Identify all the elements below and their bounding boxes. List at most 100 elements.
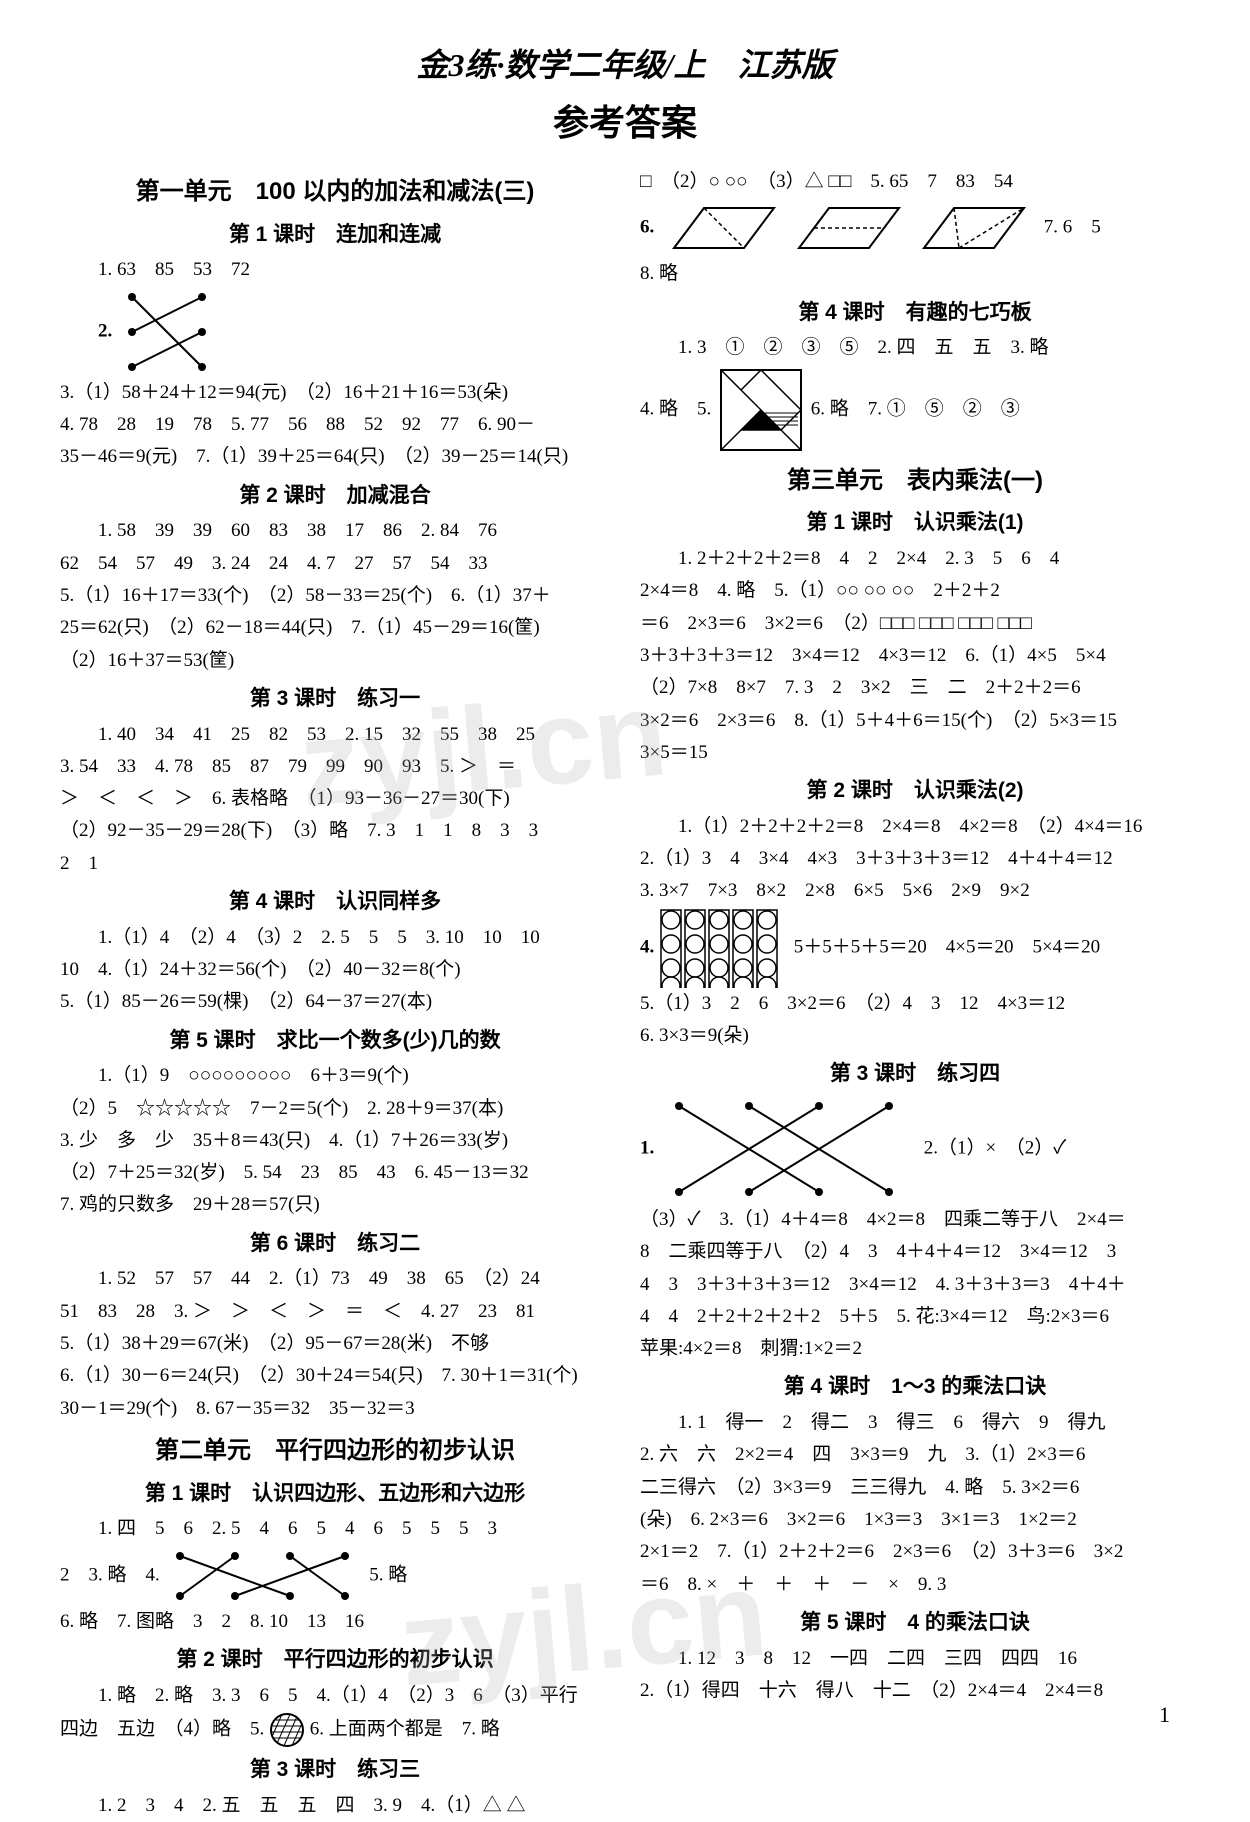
text-line: 5.（1）38＋29＝67(米) （2）95－67＝28(米) 不够 [60, 1328, 610, 1360]
lesson6-title: 第 6 课时 练习二 [60, 1226, 610, 1262]
main-title: 金3练·数学二年级/上 江苏版 [60, 40, 1190, 86]
u2-lesson3-title: 第 3 课时 练习三 [60, 1752, 610, 1788]
text-line: 1. 1 得一 2 得二 3 得三 6 得六 9 得九 [640, 1407, 1190, 1439]
text-line: 51 83 28 3. ＞ ＞ ＜ ＞ ＝ ＜ 4. 27 23 81 [60, 1296, 610, 1328]
text-line: 4. 78 28 19 78 5. 77 56 88 52 92 77 6. 9… [60, 409, 610, 441]
text-line: 3. 3×7 7×3 8×2 2×8 6×5 5×6 2×9 9×2 [640, 875, 1190, 907]
item-num: 1. [640, 1137, 654, 1158]
text-span: 2.（1）× （2）✓ [924, 1137, 1066, 1158]
text-line: 苹果:4×2＝8 刺猬:1×2＝2 [640, 1333, 1190, 1365]
tangram-diagram [716, 365, 806, 455]
text-line: 1. 2.（1）× （2）✓ [640, 1094, 1190, 1204]
text-line: 四边 五边 （4）略 5. 6. 上面两个都是 7. 略 [60, 1712, 610, 1748]
text-line: 25＝62(只) （2）62－18＝44(只) 7.（1）45－29＝16(筐) [60, 612, 610, 644]
text-line: ＞ ＜ ＜ ＞ 6. 表格略 （1）93－36－27＝30(下) [60, 783, 610, 815]
text-line: ＝6 2×3＝6 3×2＝6 （2）□□□ □□□ □□□ □□□ [640, 608, 1190, 640]
text-line: （2）7×8 8×7 7. 3 2 3×2 三 二 2＋2＋2＝6 [640, 672, 1190, 704]
text-line: 1. 40 34 41 25 82 53 2. 15 32 55 38 25 [60, 719, 610, 751]
text-line: 1. 63 85 53 72 [60, 254, 610, 286]
text-line: 6. 略 7. 图略 3 2 8. 10 13 16 [60, 1606, 610, 1638]
unit3-title: 第三单元 表内乘法(一) [640, 461, 1190, 502]
r-lesson4-title: 第 4 课时 有趣的七巧板 [640, 295, 1190, 331]
text-span: 6. 上面两个都是 7. 略 [310, 1718, 500, 1739]
text-line: 2×1＝2 7.（1）2＋2＋2＝6 2×3＝6 （2）3＋3＝6 3×2 [640, 1536, 1190, 1568]
parallelograms-diagram [659, 198, 1039, 258]
u3-lesson3-title: 第 3 课时 练习四 [640, 1056, 1190, 1092]
hatched-circle-icon [269, 1712, 305, 1748]
unit2-title: 第二单元 平行四边形的初步认识 [60, 1431, 610, 1472]
text-span: 7. 6 5 [1044, 217, 1101, 238]
text-line: 1. 四 5 6 2. 5 4 6 5 4 6 5 5 5 3 [60, 1513, 610, 1545]
text-line: 3＋3＋3＋3＝12 3×4＝12 4×3＝12 6.（1）4×5 5×4 [640, 640, 1190, 672]
item-num: 2. [98, 320, 112, 341]
u3-lesson2-title: 第 2 课时 认识乘法(2) [640, 773, 1190, 809]
text-line: （2）7＋25＝32(岁) 5. 54 23 85 43 6. 45－13＝32 [60, 1157, 610, 1189]
text-line: 1. 58 39 39 60 83 38 17 86 2. 84 76 [60, 515, 610, 547]
text-line: （2）16＋37＝53(筐) [60, 645, 610, 677]
text-line: 1. 2＋2＋2＋2＝8 4 2 2×4 2. 3 5 6 4 [640, 543, 1190, 575]
text-line: 8 二乘四等于八 （2）4 3 4＋4＋4＝12 3×4＝12 3 [640, 1236, 1190, 1268]
content-columns: 第一单元 100 以内的加法和减法(三) 第 1 课时 连加和连减 1. 63 … [60, 166, 1190, 1822]
sub-title: 参考答案 [60, 94, 1190, 146]
text-span: 4. 略 5. [640, 398, 711, 419]
lesson2-title: 第 2 课时 加减混合 [60, 478, 610, 514]
lesson5-title: 第 5 课时 求比一个数多(少)几的数 [60, 1023, 610, 1059]
text-line: 4 4 2＋2＋2＋2＋2 5＋5 5. 花:3×4＝12 鸟:2×3＝6 [640, 1301, 1190, 1333]
text-line: 1. 略 2. 略 3. 3 6 5 4.（1）4 （2）3 6 （3）平行 [60, 1680, 610, 1712]
lesson1-title: 第 1 课时 连加和连减 [60, 217, 610, 253]
u3-lesson4-title: 第 4 课时 1～3 的乘法口诀 [640, 1369, 1190, 1405]
text-line: 2 1 [60, 848, 610, 880]
item-num: 4. [640, 936, 654, 957]
text-line: （2）5 ☆☆☆☆☆ 7－2＝5(个) 2. 28＋9＝37(本) [60, 1093, 610, 1125]
text-line: 1.（1）4 （2）4 （3）2 2. 5 5 5 3. 10 10 10 [60, 922, 610, 954]
text-line: 3×5＝15 [640, 737, 1190, 769]
text-line: 6. 3×3＝9(朵) [640, 1020, 1190, 1052]
text-line: 62 54 57 49 3. 24 24 4. 7 27 57 54 33 [60, 548, 610, 580]
text-line: 5.（1）3 2 6 3×2＝6 （2）4 3 12 4×3＝12 [640, 988, 1190, 1020]
text-line: 10 4.（1）24＋32＝56(个) （2）40－32＝8(个) [60, 954, 610, 986]
text-span: 2 3. 略 4. [60, 1564, 160, 1585]
text-line: 1.（1）9 ○○○○○○○○○ 6＋3＝9(个) [60, 1060, 610, 1092]
lesson3-title: 第 3 课时 练习一 [60, 681, 610, 717]
text-line: 2×4＝8 4. 略 5.（1）○○ ○○ ○○ 2＋2＋2 [640, 575, 1190, 607]
right-column: □ （2）○ ○○ （3）△ □□ 5. 65 7 83 54 6. 7. 6 … [640, 166, 1190, 1822]
u3-lesson5-title: 第 5 课时 4 的乘法口诀 [640, 1605, 1190, 1641]
text-line: 5.（1）16＋17＝33(个) （2）58－33＝25(个) 6.（1）37＋ [60, 580, 610, 612]
text-line: (朵) 6. 2×3＝6 3×2＝6 1×3＝3 3×1＝3 1×2＝2 [640, 1504, 1190, 1536]
text-line: 2. [60, 287, 610, 377]
text-line: 2.（1）3 4 3×4 4×3 3＋3＋3＋3＝12 4＋4＋4＝12 [640, 843, 1190, 875]
u2-lesson2-title: 第 2 课时 平行四边形的初步认识 [60, 1642, 610, 1678]
text-line: 3×2＝6 2×3＝6 8.（1）5＋4＋6＝15(个) （2）5×3＝15 [640, 705, 1190, 737]
item-num: 6. [640, 217, 654, 238]
text-line: 35－46＝9(元) 7.（1）39＋25＝64(只) （2）39－25＝14(… [60, 441, 610, 473]
text-span: 四边 五边 （4）略 5. [60, 1718, 264, 1739]
left-column: 第一单元 100 以内的加法和减法(三) 第 1 课时 连加和连减 1. 63 … [60, 166, 610, 1822]
text-line: 3. 少 多 少 35＋8＝43(只) 4.（1）7＋26＝33(岁) [60, 1125, 610, 1157]
unit1-title: 第一单元 100 以内的加法和减法(三) [60, 172, 610, 213]
text-line: 6.（1）30－6＝24(只) （2）30＋24＝54(只) 7. 30＋1＝3… [60, 1360, 610, 1392]
text-line: 3. 54 33 4. 78 85 87 79 99 90 93 5. ＞ ＝ [60, 751, 610, 783]
text-line: 1. 3 ① ② ③ ⑤ 2. 四 五 五 3. 略 [640, 332, 1190, 364]
page-number: 1 [1159, 1702, 1170, 1728]
text-line: 3.（1）58＋24＋12＝94(元) （2）16＋21＋16＝53(朵) [60, 377, 610, 409]
text-line: 5.（1）85－26＝59(棵) （2）64－37＝27(本) [60, 986, 610, 1018]
text-line: （2）92－35－29＝28(下) （3）略 7. 3 1 1 8 3 3 [60, 815, 610, 847]
text-line: 4. 5＋5＋5＋5＝20 4×5＝20 5×4＝20 [640, 908, 1190, 988]
text-line: 4. 略 5. 6. 略 7. ① ⑤ ② ③ [640, 365, 1190, 455]
u3-lesson1-title: 第 1 课时 认识乘法(1) [640, 505, 1190, 541]
cross-lines-diagram [117, 287, 217, 377]
u2-lesson1-title: 第 1 课时 认识四边形、五边形和六边形 [60, 1476, 610, 1512]
text-line: 4 3 3＋3＋3＋3＝12 3×4＝12 4. 3＋3＋3＝3 4＋4＋ [640, 1269, 1190, 1301]
text-line: □ （2）○ ○○ （3）△ □□ 5. 65 7 83 54 [640, 166, 1190, 198]
text-span: 5＋5＋5＋5＝20 4×5＝20 5×4＝20 [794, 936, 1100, 957]
text-span: 6. 略 7. ① ⑤ ② ③ [811, 398, 1020, 419]
text-line: 1. 12 3 8 12 一四 二四 三四 四四 16 [640, 1643, 1190, 1675]
text-line: 1.（1）2＋2＋2＋2＝8 2×4＝8 4×2＝8 （2）4×4＝16 [640, 811, 1190, 843]
text-line: 2. 六 六 2×2＝4 四 3×3＝9 九 3.（1）2×3＝6 [640, 1439, 1190, 1471]
text-line: 8. 略 [640, 258, 1190, 290]
lesson4-title: 第 4 课时 认识同样多 [60, 884, 610, 920]
matching-lines-diagram [659, 1094, 919, 1204]
text-span: 5. 略 [369, 1564, 407, 1585]
text-line: ＝6 8. × ＋ ＋ ＋ － × 9. 3 [640, 1569, 1190, 1601]
text-line: 7. 鸡的只数多 29＋28＝57(只) [60, 1189, 610, 1221]
